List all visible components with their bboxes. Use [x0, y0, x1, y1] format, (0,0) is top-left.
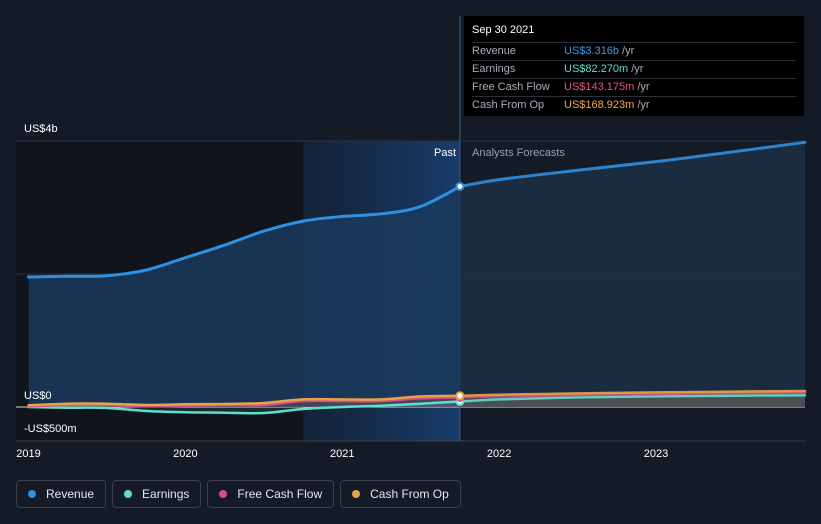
legend-dot-icon [28, 490, 36, 498]
tooltip-unit: /yr [637, 81, 650, 93]
earnings-forecast-line [458, 394, 807, 403]
revenue-forecast-line [458, 140, 807, 188]
tooltip-date: Sep 30 2021 [472, 24, 535, 36]
tooltip-unit: /yr [637, 99, 650, 111]
x-tick-label-2021: 2021 [330, 448, 355, 460]
tooltip-unit: /yr [622, 45, 635, 57]
legend-item-revenue[interactable]: Revenue [16, 480, 107, 508]
tooltip-value: US$3.316b [564, 45, 620, 57]
tooltip-label: Revenue [472, 45, 517, 57]
x-tick-label-2023: 2023 [643, 448, 669, 460]
tooltip-value: US$82.270m [564, 63, 629, 75]
revenue-past-area [28, 186, 460, 407]
tooltip-row-cash-from-op: Cash From Op US$168.923m/yr [472, 96, 796, 114]
revenue-past-line [27, 185, 462, 279]
y-tick-label-top: US$4b [24, 123, 58, 135]
y-tick-label-zero: US$0 [24, 390, 52, 402]
free-cash-flow-past-line [27, 396, 462, 408]
legend-item-free-cash-flow[interactable]: Free Cash Flow [207, 480, 335, 508]
free-cash-flow-forecast-line [458, 391, 807, 399]
tooltip-value: US$168.923m [564, 99, 635, 111]
tooltip-row-free-cash-flow: Free Cash Flow US$143.175m/yr [472, 78, 796, 96]
cash-from-op-marker [455, 391, 465, 401]
earnings-past-line [27, 400, 462, 415]
cash-from-op-past-line [27, 394, 462, 407]
tooltip-label: Earnings [472, 63, 516, 75]
legend-item-earnings[interactable]: Earnings [112, 480, 202, 508]
x-tick-label-2020: 2020 [173, 448, 198, 460]
legend-dot-icon [219, 490, 228, 498]
tooltip-label: Cash From Op [472, 99, 545, 111]
tooltip-row-revenue: Revenue US$3.316b/yr [472, 42, 796, 60]
past-label: Past [433, 147, 456, 159]
legend-label: Revenue [46, 487, 95, 501]
revenue-forecast-area [459, 142, 805, 408]
legend-item-cash-from-op[interactable]: Cash From Op [340, 480, 461, 508]
revenue-marker [455, 181, 465, 191]
free-cash-flow-past-area [28, 397, 460, 407]
tooltip-panel: Sep 30 2021 Revenue US$3.316b/yr Earnings U… [464, 16, 804, 116]
tooltip-unit: /yr [631, 63, 644, 75]
x-tick-label-2022: 2022 [486, 448, 512, 460]
legend-label: Free Cash Flow [237, 487, 323, 501]
legend-label: Earnings [142, 487, 190, 501]
tooltip-label: Free Cash Flow [472, 81, 550, 93]
legend-dot-icon [124, 490, 133, 498]
legend-dot-icon [352, 490, 361, 498]
cash-from-op-past-area [28, 395, 460, 407]
x-tick-label-2019: 2019 [16, 448, 41, 460]
legend: Revenue Earnings Free Cash Flow Cash From O… [16, 480, 461, 508]
legend-label: Cash From Op [370, 487, 449, 501]
tooltip-value: US$143.175m [564, 81, 635, 93]
y-tick-label-bottom: -US$500m [24, 423, 77, 435]
cash-from-op-forecast-line [458, 389, 807, 398]
tooltip-row-earnings: Earnings US$82.270m/yr [472, 60, 796, 78]
forecast-label: Analysts Forecasts [472, 147, 565, 159]
